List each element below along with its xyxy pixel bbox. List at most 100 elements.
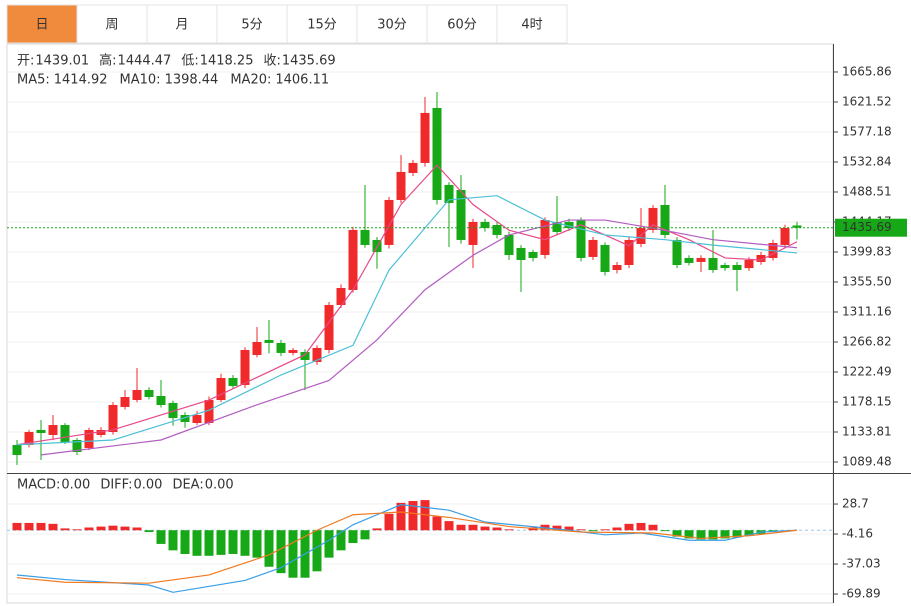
candle-body: [300, 352, 310, 360]
tab[interactable]: [216, 4, 288, 44]
candle-body: [240, 349, 250, 385]
candle-body: [36, 429, 46, 434]
macd-bar: [84, 527, 94, 531]
y-tick-label: 1355.50: [842, 274, 892, 288]
candle-body: [684, 257, 694, 263]
readout-label: 收:: [263, 54, 280, 69]
macd-bar: [648, 524, 658, 531]
candle-body: [252, 341, 262, 355]
macd-bar: [588, 530, 598, 532]
macd-bar: [636, 522, 646, 531]
macd-bar: [408, 501, 418, 531]
macd-bar: [36, 522, 46, 531]
candle-body: [732, 264, 742, 271]
readout-value: 0.00: [61, 478, 90, 493]
candle-body: [696, 257, 706, 262]
ma-value: 1398.44: [165, 73, 219, 88]
tab-label[interactable]: 周: [105, 18, 118, 33]
tab[interactable]: [6, 4, 78, 44]
tab-label[interactable]: 15分: [307, 18, 337, 33]
tab-label[interactable]: 30分: [377, 18, 407, 33]
macd-bar: [336, 530, 346, 551]
ma-label: MA10:: [120, 73, 161, 88]
candle-body: [420, 112, 430, 163]
readout-value: 1418.25: [200, 54, 254, 69]
candle-body: [180, 415, 190, 422]
macd-bar: [384, 513, 394, 531]
macd-bar: [348, 530, 358, 544]
macd-bar: [240, 530, 250, 556]
macd-bar: [324, 530, 334, 558]
macd-bar: [60, 528, 70, 531]
macd-bar: [276, 530, 286, 574]
y-tick-label: 1222.49: [842, 364, 892, 378]
macd-bar: [720, 530, 730, 539]
tab[interactable]: [146, 4, 218, 44]
candle-body: [432, 107, 442, 200]
y-tick-label: -4.16: [842, 527, 873, 541]
candle-body: [396, 171, 406, 200]
macd-bar: [252, 530, 262, 558]
candle-body: [336, 288, 346, 305]
tab-label[interactable]: 5分: [241, 18, 262, 33]
tab[interactable]: [356, 4, 428, 44]
candle-body: [192, 415, 202, 423]
candle-body: [624, 239, 634, 265]
candle-body: [660, 204, 670, 235]
readout-value: 1435.69: [282, 54, 336, 69]
macd-bar: [672, 530, 682, 537]
macd-bar: [204, 530, 214, 556]
indicator-line: [16, 164, 798, 446]
macd-bar: [492, 527, 502, 531]
y-tick-label: 1089.48: [842, 454, 892, 468]
tab-label[interactable]: 日: [35, 18, 48, 33]
macd-bar: [216, 530, 226, 555]
tab[interactable]: [76, 4, 148, 44]
candle-body: [324, 304, 334, 350]
candle-body: [264, 339, 274, 343]
indicator-line: [16, 504, 798, 593]
candle-body: [648, 207, 658, 230]
tab-label[interactable]: 月: [175, 18, 188, 33]
candle-body: [552, 221, 562, 232]
macd-bar: [456, 524, 466, 531]
ma-label: MA20:: [230, 73, 271, 88]
macd-bar: [72, 529, 82, 531]
macd-bar: [696, 530, 706, 540]
ma-label: MA5:: [17, 73, 50, 88]
tab[interactable]: [426, 4, 498, 44]
readout-label: 低:: [181, 54, 198, 69]
macd-bar: [288, 530, 298, 578]
readout-label: DEA:: [172, 478, 203, 493]
macd-bar: [96, 526, 106, 531]
macd-bar: [120, 526, 130, 531]
candle-body: [228, 377, 238, 386]
macd-bar: [444, 521, 454, 531]
macd-bar: [552, 525, 562, 531]
candle-body: [492, 225, 502, 235]
indicator-line: [16, 195, 798, 446]
y-tick-label: 1266.82: [842, 334, 892, 348]
candle-body: [60, 425, 70, 443]
macd-bar: [156, 530, 166, 544]
candle-body: [720, 264, 730, 269]
y-tick-label: 1178.15: [842, 394, 892, 408]
macd-bar: [12, 522, 22, 531]
macd-bar: [624, 523, 634, 531]
tab-label[interactable]: 4时: [521, 18, 542, 33]
macd-bar: [108, 525, 118, 531]
tab-label[interactable]: 60分: [447, 18, 477, 33]
candle-body: [600, 244, 610, 272]
tab[interactable]: [496, 4, 568, 44]
macd-bar: [468, 524, 478, 531]
candle-body: [168, 402, 178, 418]
macd-bar: [228, 530, 238, 554]
y-tick-label: 1621.52: [842, 94, 892, 108]
macd-bar: [600, 529, 610, 531]
last-price-box: [835, 218, 907, 237]
macd-bar: [312, 530, 322, 572]
macd-bar: [564, 526, 574, 531]
macd-bar: [744, 530, 754, 536]
macd-bar: [24, 522, 34, 531]
